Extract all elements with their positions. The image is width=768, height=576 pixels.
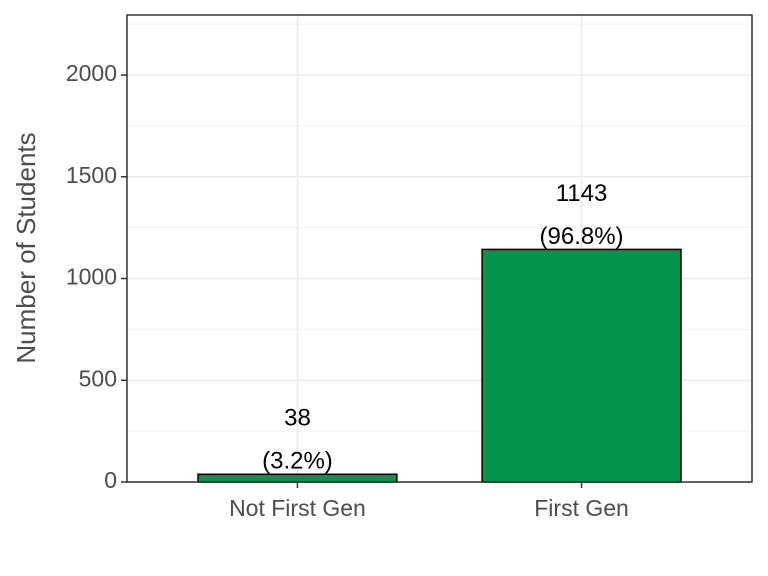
data-label: 38 xyxy=(284,405,311,432)
panel-border xyxy=(126,14,753,483)
percent-label: (3.2%) xyxy=(262,448,333,475)
y-tick-label: 2000 xyxy=(66,60,117,86)
data-label: 1143 xyxy=(556,180,608,207)
bar xyxy=(197,473,398,483)
y-tick-label: 1000 xyxy=(66,264,117,290)
y-tick-label: 1500 xyxy=(66,162,117,188)
x-tick-label: Not First Gen xyxy=(229,495,366,521)
percent-label: (96.8%) xyxy=(540,223,624,250)
y-tick-label: 500 xyxy=(79,365,117,391)
y-axis-title: Number of Students xyxy=(11,132,41,363)
x-tick-label: First Gen xyxy=(534,495,629,521)
bar xyxy=(481,248,682,483)
y-tick-label: 0 xyxy=(104,467,117,493)
